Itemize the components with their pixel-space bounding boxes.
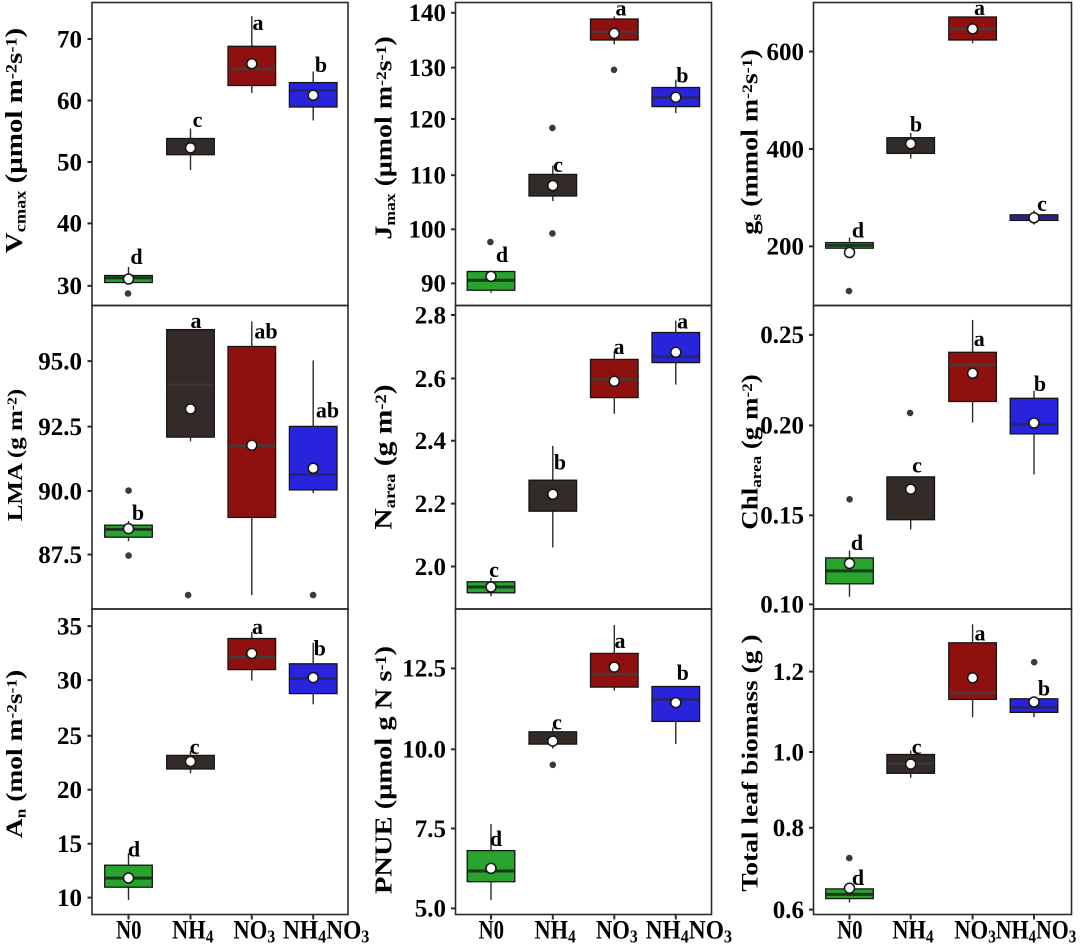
svg-text:0.15: 0.15: [760, 503, 804, 530]
svg-text:a: a: [252, 614, 263, 639]
svg-text:a: a: [614, 334, 625, 359]
svg-text:2.0: 2.0: [415, 554, 446, 581]
svg-text:NH4NO3: NH4NO3: [996, 917, 1077, 945]
svg-text:95.0: 95.0: [38, 348, 82, 375]
svg-text:92.5: 92.5: [38, 414, 82, 441]
svg-text:10.0: 10.0: [402, 737, 446, 764]
svg-text:b: b: [1034, 371, 1046, 396]
svg-text:b: b: [314, 636, 326, 661]
svg-text:c: c: [553, 152, 563, 177]
svg-text:a: a: [974, 0, 985, 20]
svg-text:An (mol m-2s-1): An (mol m-2s-1): [1, 670, 29, 838]
svg-text:Jmax (μmol m-2s-1): Jmax (μmol m-2s-1): [370, 36, 398, 239]
svg-text:N0: N0: [116, 917, 141, 945]
svg-text:5.0: 5.0: [415, 896, 446, 923]
svg-text:Narea (g m-2): Narea (g m-2): [370, 384, 399, 529]
svg-text:0.10: 0.10: [760, 592, 804, 619]
svg-text:Chlarea (g m-2): Chlarea (g m-2): [738, 374, 764, 529]
svg-text:a: a: [615, 628, 626, 653]
svg-text:25: 25: [57, 723, 82, 750]
svg-text:50: 50: [57, 149, 82, 176]
svg-text:2.4: 2.4: [415, 428, 447, 455]
svg-text:a: a: [974, 326, 985, 351]
svg-text:c: c: [912, 734, 922, 759]
svg-text:PNUE (μmol g N s-1): PNUE (μmol g N s-1): [370, 646, 397, 894]
svg-text:87.5: 87.5: [38, 542, 82, 569]
svg-text:0.8: 0.8: [773, 815, 804, 842]
svg-text:d: d: [852, 865, 864, 890]
svg-text:b: b: [1038, 676, 1050, 701]
svg-text:N0: N0: [837, 917, 862, 945]
svg-text:b: b: [676, 63, 688, 88]
svg-text:35: 35: [57, 613, 82, 640]
svg-text:15: 15: [57, 831, 82, 858]
svg-text:a: a: [253, 10, 264, 35]
svg-text:ab: ab: [254, 318, 277, 343]
svg-text:30: 30: [57, 667, 82, 694]
svg-text:NH4NO3: NH4NO3: [283, 917, 369, 945]
svg-text:c: c: [1037, 191, 1047, 216]
svg-text:40: 40: [57, 211, 82, 238]
svg-text:NH4NO3: NH4NO3: [646, 917, 732, 945]
svg-text:70: 70: [57, 26, 82, 53]
svg-text:Total leaf biomass (g ): Total leaf biomass (g ): [736, 634, 763, 891]
svg-text:0.25: 0.25: [760, 322, 804, 349]
svg-text:d: d: [490, 826, 502, 851]
svg-text:1.2: 1.2: [773, 659, 804, 686]
svg-text:d: d: [852, 218, 864, 243]
svg-text:200: 200: [767, 234, 805, 261]
svg-text:LMA (g m-2): LMA (g m-2): [4, 389, 28, 522]
svg-text:7.5: 7.5: [415, 816, 446, 843]
svg-text:b: b: [677, 660, 689, 685]
svg-text:0.6: 0.6: [773, 897, 804, 924]
svg-text:a: a: [191, 308, 202, 333]
svg-text:gs (mmol m-2s-1): gs (mmol m-2s-1): [736, 49, 764, 234]
svg-text:20: 20: [57, 777, 82, 804]
svg-text:140: 140: [409, 0, 447, 27]
svg-text:a: a: [616, 0, 627, 21]
svg-text:90: 90: [421, 271, 446, 298]
svg-text:a: a: [677, 309, 688, 334]
svg-text:d: d: [496, 242, 508, 267]
svg-text:0.20: 0.20: [760, 413, 804, 440]
svg-text:2.2: 2.2: [415, 491, 446, 518]
svg-text:N0: N0: [479, 917, 504, 945]
svg-text:c: c: [912, 453, 922, 478]
svg-text:b: b: [554, 450, 566, 475]
svg-text:d: d: [130, 244, 142, 269]
svg-text:d: d: [851, 530, 863, 555]
svg-text:600: 600: [767, 39, 805, 66]
svg-text:100: 100: [409, 217, 447, 244]
svg-text:110: 110: [410, 163, 446, 190]
svg-text:b: b: [315, 52, 327, 77]
svg-text:ab: ab: [316, 398, 339, 423]
svg-text:b: b: [910, 112, 922, 137]
svg-text:2.8: 2.8: [415, 302, 446, 329]
svg-text:c: c: [193, 107, 203, 132]
svg-text:Vcmax (μmol m-2s-1): Vcmax (μmol m-2s-1): [0, 28, 29, 253]
svg-text:90.0: 90.0: [38, 478, 82, 505]
svg-text:10: 10: [57, 885, 82, 912]
svg-text:c: c: [190, 734, 200, 759]
svg-text:30: 30: [57, 273, 82, 300]
svg-text:d: d: [128, 836, 140, 861]
svg-text:c: c: [489, 557, 499, 582]
svg-text:c: c: [552, 710, 562, 735]
svg-text:400: 400: [767, 136, 805, 163]
svg-text:60: 60: [57, 88, 82, 115]
svg-text:a: a: [975, 621, 986, 646]
svg-text:120: 120: [409, 106, 447, 133]
svg-text:12.5: 12.5: [402, 656, 446, 683]
svg-text:2.6: 2.6: [415, 366, 446, 393]
svg-text:b: b: [132, 500, 144, 525]
svg-text:1.0: 1.0: [773, 739, 804, 766]
svg-text:130: 130: [409, 55, 447, 82]
